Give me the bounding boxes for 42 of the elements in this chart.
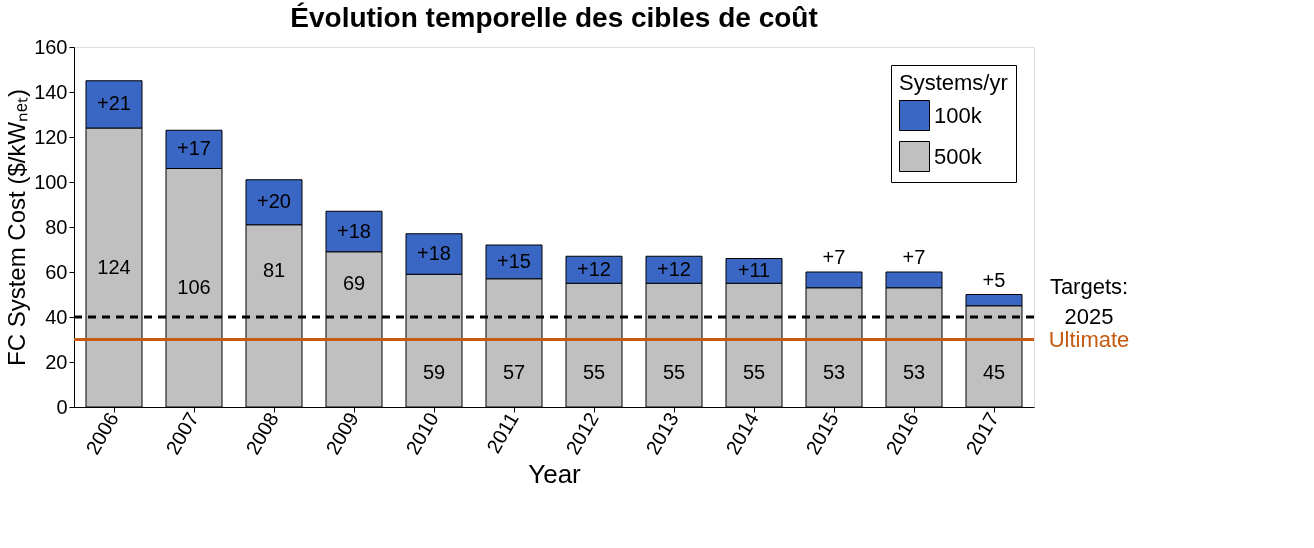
data-label: +7 <box>822 246 846 268</box>
data-label: +15 <box>497 249 531 272</box>
y-tick-label: 60 <box>45 260 68 283</box>
y-tick-label: 140 <box>34 80 68 103</box>
data-label: +17 <box>177 137 211 160</box>
text: 2025 <box>1064 304 1114 329</box>
data-label: 45 <box>982 361 1006 384</box>
text: Targets: <box>1049 274 1129 299</box>
chart-title: Évolution temporelle des cibles de coût <box>290 2 818 33</box>
data-label: 55 <box>742 361 766 384</box>
y-tick-label: 160 <box>34 35 68 58</box>
y-tick-label: 100 <box>34 170 68 193</box>
data-label: 55 <box>662 361 686 384</box>
data-label: +21 <box>97 92 131 115</box>
data-label: 59 <box>422 361 446 384</box>
y-tick-label: 20 <box>45 350 68 373</box>
legend-label: 100k <box>934 102 983 128</box>
data-label: +11 <box>737 258 771 281</box>
data-label: 53 <box>902 361 926 384</box>
data-label: +7 <box>902 246 926 268</box>
y-tick-label: 120 <box>34 125 68 148</box>
y-tick-label: 40 <box>45 305 68 328</box>
data-label: 124 <box>97 255 131 278</box>
data-label: +5 <box>982 268 1006 291</box>
data-label: +12 <box>577 257 611 280</box>
y-axis-title: FC System Cost ($/kWₙₑₜ) <box>3 89 31 366</box>
data-label: 106 <box>177 275 211 298</box>
data-label: 69 <box>342 272 366 295</box>
data-label: 81 <box>262 258 286 281</box>
data-label: 55 <box>582 361 606 384</box>
legend-title: Systems/yr <box>899 70 1008 95</box>
y-tick-label: 0 <box>56 395 68 418</box>
data-label: 57 <box>502 361 526 384</box>
data-label: 53 <box>822 361 846 384</box>
ref-line-label: Ultimate <box>1048 326 1130 352</box>
legend-label: 500k <box>934 143 983 169</box>
data-label: +18 <box>337 219 371 242</box>
y-tick-label: 80 <box>45 215 68 238</box>
data-label: +20 <box>257 190 291 213</box>
x-axis-title: Year <box>528 459 582 490</box>
data-label: +12 <box>657 257 691 280</box>
data-label: +18 <box>417 242 451 264</box>
